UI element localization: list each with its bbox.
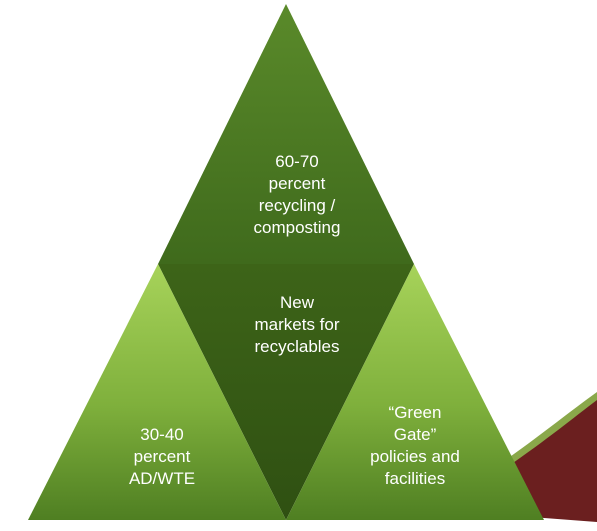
left-triangle-label: 30-40 percent AD/WTE <box>128 425 196 488</box>
right-triangle-label: “Green Gate” policies and facilities <box>370 403 460 488</box>
top-triangle <box>158 4 414 264</box>
right-triangle <box>286 264 544 520</box>
top-triangle-label: 60-70 percent recycling / composting <box>253 152 341 237</box>
center-triangle-label: New markets for recyclables <box>254 293 340 356</box>
center-triangle <box>158 264 414 520</box>
left-triangle <box>28 264 286 520</box>
